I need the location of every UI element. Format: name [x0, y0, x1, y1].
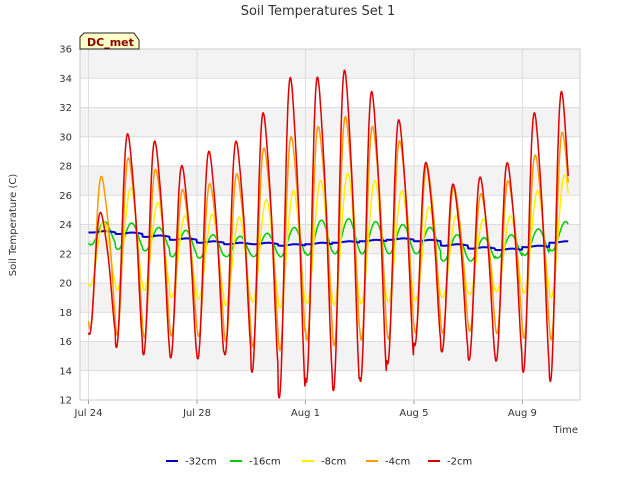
y-tick-label: 34: [59, 74, 72, 85]
plot-band: [80, 107, 580, 137]
plot-band: [80, 341, 580, 371]
chart-title: Soil Temperatures Set 1: [241, 4, 396, 19]
y-tick-label: 22: [59, 249, 72, 260]
y-tick-label: 26: [59, 191, 72, 202]
legend-entry: -16cm: [249, 457, 281, 468]
y-tick-label: 32: [59, 103, 72, 114]
series-layer: [87, 69, 569, 399]
legend-entry: -32cm: [185, 457, 217, 468]
legend: -32cm -16cm -8cm -4cm -2cm: [166, 457, 472, 468]
series-line-neg2cm: [87, 69, 569, 399]
dc-met-badge: DC_met: [79, 32, 140, 50]
y-tick-label: 16: [59, 337, 72, 348]
y-tick-label: 24: [59, 220, 72, 231]
x-tick-labels: Jul 24 Jul 28 Aug 1 Aug 5 Aug 9: [74, 408, 537, 419]
badge-label: DC_met: [87, 36, 134, 49]
y-tick-label: 30: [59, 132, 72, 143]
y-tick-labels: 12 14 16 18 20 22 24 26 28 30 32 34 36: [59, 45, 72, 407]
x-tick-label: Aug 5: [399, 408, 428, 419]
x-tick-label: Jul 24: [74, 408, 103, 419]
y-tick-label: 36: [59, 45, 72, 56]
x-tick-label: Aug 1: [291, 408, 320, 419]
y-tick-label: 28: [59, 162, 72, 173]
x-axis-label: Time: [553, 425, 578, 436]
y-tick-label: 14: [59, 366, 72, 377]
plot-band: [80, 166, 580, 196]
legend-entry: -2cm: [447, 457, 472, 468]
legend-entry: -8cm: [321, 457, 346, 468]
y-tick-label: 12: [59, 396, 72, 407]
y-tick-label: 20: [59, 279, 72, 290]
axes: [79, 48, 581, 404]
y-axis-label: Soil Temperature (C): [8, 174, 19, 277]
y-tick-label: 18: [59, 308, 72, 319]
x-tick-label: Aug 9: [508, 408, 537, 419]
plot-frame: [79, 48, 581, 401]
legend-entry: -4cm: [385, 457, 410, 468]
plot-band: [80, 49, 580, 79]
x-tick-label: Jul 28: [182, 408, 211, 419]
